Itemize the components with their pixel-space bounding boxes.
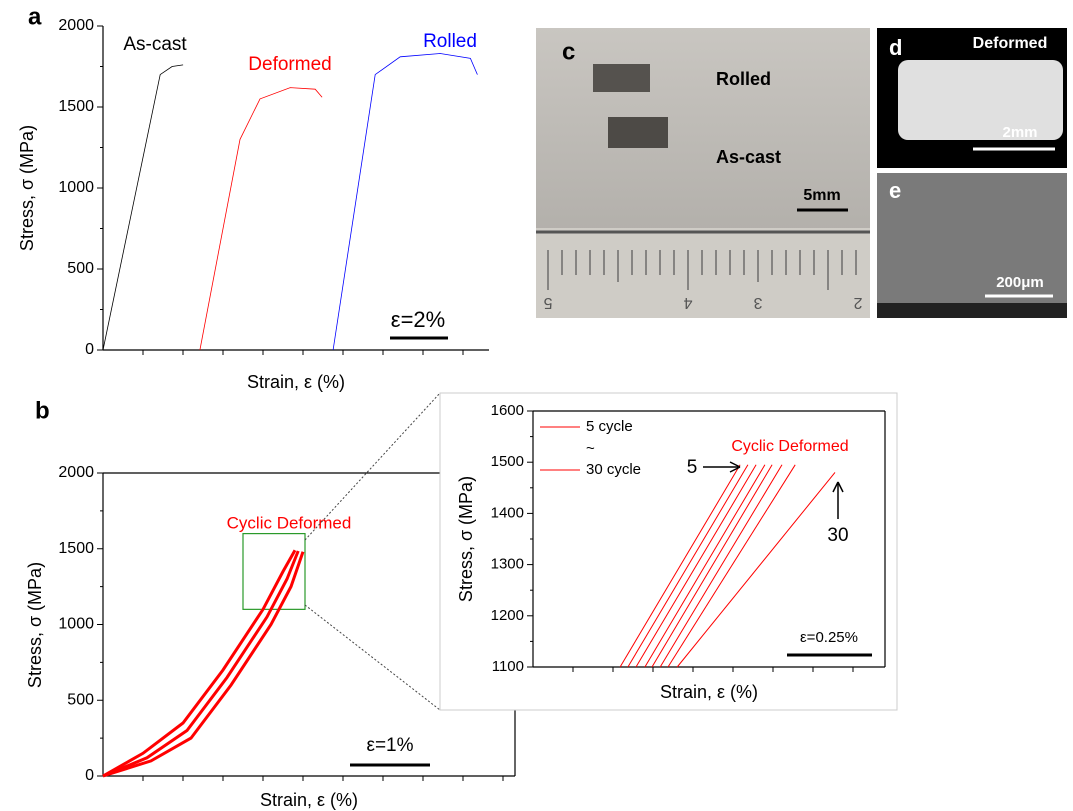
y-tick-label: 1600 xyxy=(491,402,524,419)
series-label: As-cast xyxy=(123,34,187,55)
panel-label: a xyxy=(28,3,42,30)
ruler xyxy=(536,228,870,318)
y-tick-label: 1500 xyxy=(58,540,94,557)
figure: 5 4 3 2 c Rolled As-cast 5mm d Deformed … xyxy=(0,0,1073,811)
data-line xyxy=(333,54,477,351)
zoom-guide xyxy=(305,393,440,540)
y-tick-label: 1400 xyxy=(491,504,524,521)
annotation: Cyclic Deformed xyxy=(227,513,352,532)
sample-image xyxy=(898,60,1063,140)
x-axis-label: Strain, ε (%) xyxy=(247,372,345,392)
ruler-number: 5 xyxy=(543,294,552,311)
y-tick-label: 0 xyxy=(85,341,94,358)
zoom-guide xyxy=(305,605,440,710)
y-tick-label: 1000 xyxy=(58,179,94,196)
annotation: 5 xyxy=(687,457,698,478)
y-tick-label: 2000 xyxy=(58,464,94,481)
annotation: ε=2% xyxy=(391,307,445,332)
panel-label: b xyxy=(35,397,50,424)
y-tick-label: 500 xyxy=(67,691,94,708)
panel-label: d xyxy=(889,35,902,60)
data-line xyxy=(103,550,295,776)
x-axis-label: Strain, ε (%) xyxy=(260,790,358,810)
sem-footer xyxy=(877,303,1067,318)
legend-separator: ~ xyxy=(586,440,595,457)
scale-text: 5mm xyxy=(803,187,840,204)
photo-text: Rolled xyxy=(716,69,771,89)
data-line xyxy=(200,88,322,350)
y-axis-label: Stress, σ (MPa) xyxy=(25,562,45,688)
scale-text: 2mm xyxy=(1002,124,1037,141)
y-tick-label: 0 xyxy=(85,767,94,784)
ruler-number: 2 xyxy=(853,294,862,311)
sample-as-cast xyxy=(608,117,668,148)
data-line xyxy=(103,551,298,776)
y-tick-label: 500 xyxy=(67,260,94,277)
photo-text: Deformed xyxy=(973,35,1048,52)
y-tick-label: 2000 xyxy=(58,17,94,34)
legend-label: 5 cycle xyxy=(586,418,633,435)
annotation: ε=1% xyxy=(366,735,413,756)
annotation: 30 xyxy=(827,525,848,546)
panel-label: e xyxy=(889,178,901,203)
y-axis-label: Stress, σ (MPa) xyxy=(456,476,476,602)
series-label: Deformed xyxy=(248,54,331,75)
sample-rolled xyxy=(593,64,650,92)
y-axis-label: Stress, σ (MPa) xyxy=(17,125,37,251)
data-line xyxy=(103,552,303,776)
y-tick-label: 1500 xyxy=(491,453,524,470)
panel-label: c xyxy=(562,38,575,65)
y-tick-label: 1100 xyxy=(492,658,524,675)
ruler-number: 4 xyxy=(683,294,692,311)
y-tick-label: 1300 xyxy=(491,556,524,573)
y-tick-label: 1500 xyxy=(58,98,94,115)
series-label: Rolled xyxy=(423,31,477,52)
y-tick-label: 1200 xyxy=(491,607,524,624)
data-line xyxy=(103,65,183,350)
legend-label: 30 cycle xyxy=(586,461,641,478)
y-tick-label: 1000 xyxy=(58,616,94,633)
x-axis-label: Strain, ε (%) xyxy=(660,682,758,702)
photo-text: As-cast xyxy=(716,147,781,167)
scale-text: 200μm xyxy=(996,274,1044,291)
annotation: ε=0.25% xyxy=(800,629,858,646)
annotation: Cyclic Deformed xyxy=(731,438,848,455)
ruler-number: 3 xyxy=(753,294,762,311)
